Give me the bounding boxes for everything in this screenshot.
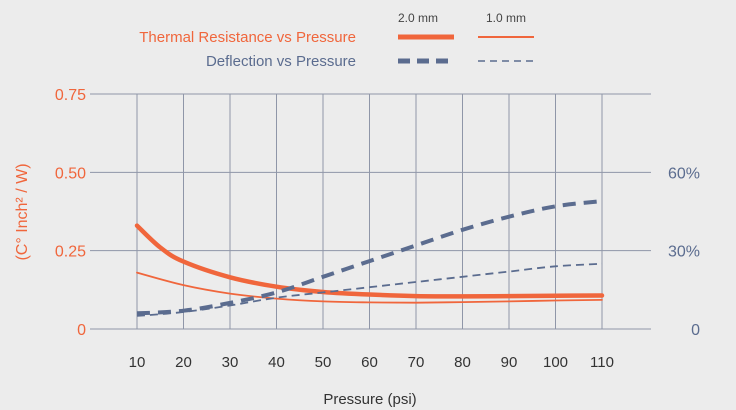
gridlines xyxy=(90,93,651,330)
legend-label-thermal: Thermal Resistance vs Pressure xyxy=(139,29,356,46)
y-right-tick-1: 30% xyxy=(668,244,700,261)
y-right-tick-0: 0 xyxy=(691,322,700,339)
x-tick-100: 100 xyxy=(543,354,568,371)
series-lines xyxy=(134,199,605,317)
x-tick-30: 30 xyxy=(222,354,239,371)
legend-label-deflection: Deflection vs Pressure xyxy=(206,53,356,70)
x-tick-60: 60 xyxy=(361,354,378,371)
x-tick-50: 50 xyxy=(315,354,332,371)
y-axis-title-left: (C° Inch² / W) xyxy=(14,163,31,260)
x-tick-110: 110 xyxy=(590,354,614,371)
x-tick-10: 10 xyxy=(129,354,146,371)
series-line-1 xyxy=(136,271,603,304)
y-left-tick-labels: 0 0.25 0.50 0.75 xyxy=(55,87,86,339)
x-tick-labels: 10 20 30 40 50 60 70 80 90 100 110 xyxy=(129,354,614,371)
x-tick-70: 70 xyxy=(408,354,425,371)
y-left-tick-2: 0.50 xyxy=(55,165,86,182)
legend: 2.0 mm 1.0 mm Thermal Resistance vs Pres… xyxy=(139,11,534,70)
series-line-2 xyxy=(136,199,603,316)
legend-header-thick: 2.0 mm xyxy=(398,11,438,25)
y-left-tick-0: 0 xyxy=(77,322,86,339)
series-line-3 xyxy=(136,262,603,317)
y-left-tick-3: 0.75 xyxy=(55,87,86,104)
y-right-tick-2: 60% xyxy=(668,165,700,182)
x-tick-40: 40 xyxy=(268,354,285,371)
x-tick-20: 20 xyxy=(175,354,192,371)
y-right-tick-labels: 0 30% 60% xyxy=(668,165,700,339)
x-tick-80: 80 xyxy=(454,354,471,371)
x-tick-90: 90 xyxy=(501,354,518,371)
x-axis-title: Pressure (psi) xyxy=(323,391,416,408)
series-line-0 xyxy=(134,223,605,299)
y-left-tick-1: 0.25 xyxy=(55,244,86,261)
legend-header-thin: 1.0 mm xyxy=(486,11,526,25)
